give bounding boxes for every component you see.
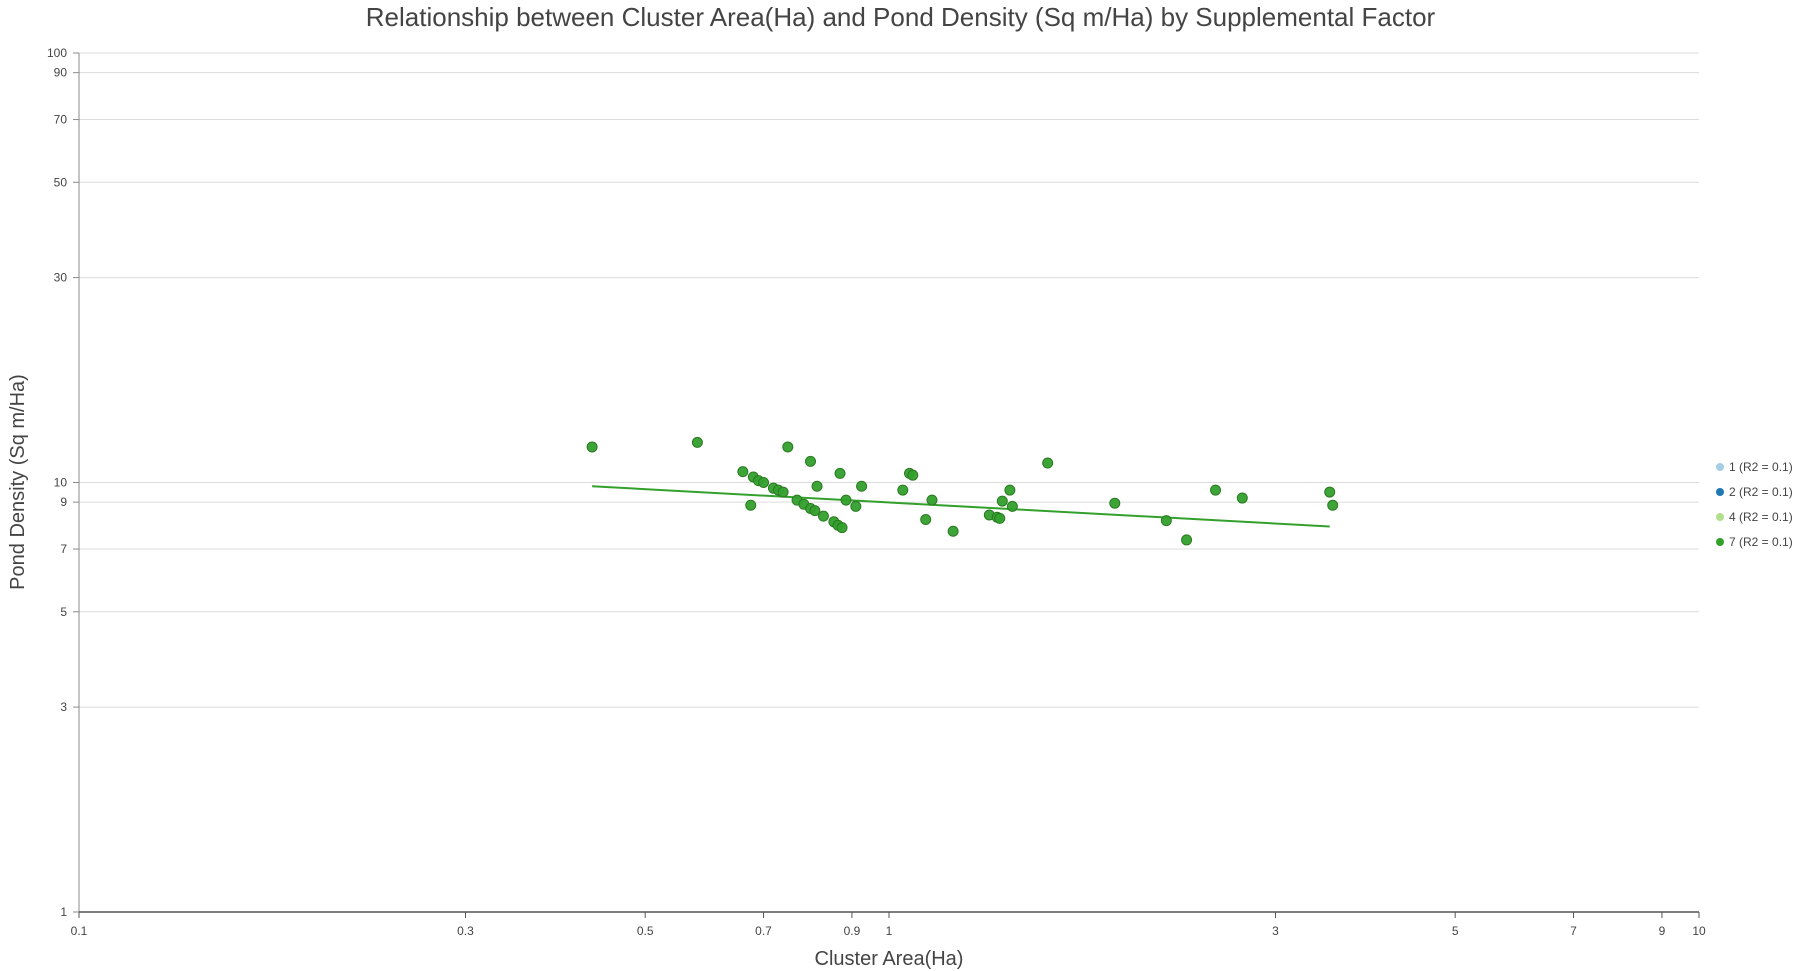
x-tick-label: 0.1	[71, 924, 88, 938]
data-point[interactable]	[834, 467, 846, 479]
data-point[interactable]	[897, 484, 909, 496]
x-tick-label: 1	[886, 924, 893, 938]
data-point[interactable]	[920, 514, 932, 526]
y-tick-label: 10	[54, 476, 68, 490]
data-point[interactable]	[811, 480, 823, 492]
chart-title: Relationship between Cluster Area(Ha) an…	[365, 2, 1436, 32]
data-point[interactable]	[1181, 534, 1193, 546]
data-point[interactable]	[1327, 499, 1339, 511]
data-point[interactable]	[817, 510, 829, 522]
y-tick-label: 9	[60, 495, 67, 509]
grid-lines	[79, 52, 1699, 708]
trendline-series-3	[592, 485, 1330, 528]
x-tick-label: 0.7	[755, 924, 772, 938]
data-point[interactable]	[809, 505, 821, 517]
legend-item[interactable]: 7 (R2 = 0.1)	[1716, 535, 1793, 549]
data-point[interactable]	[1210, 484, 1222, 496]
x-tick-label: 9	[1659, 924, 1666, 938]
legend-item[interactable]: 4 (R2 = 0.1)	[1716, 510, 1793, 524]
legend-label: 1 (R2 = 0.1)	[1729, 460, 1793, 474]
y-tick-label: 100	[47, 46, 67, 60]
data-point[interactable]	[737, 466, 749, 478]
data-point[interactable]	[850, 500, 862, 512]
data-point[interactable]	[777, 486, 789, 498]
legend: 1 (R2 = 0.1) 2 (R2 = 0.1) 4 (R2 = 0.1) 7 (R…	[1716, 460, 1793, 549]
legend-marker	[1716, 463, 1724, 471]
data-point[interactable]	[1004, 484, 1016, 496]
data-point[interactable]	[782, 441, 794, 453]
data-point[interactable]	[586, 441, 598, 453]
data-point[interactable]	[745, 499, 757, 511]
legend-marker	[1716, 538, 1724, 546]
data-point[interactable]	[1042, 457, 1054, 469]
data-point[interactable]	[994, 512, 1006, 524]
y-axis-ticks: 1 3 5 7 9 10 30 50 70 90 100	[47, 46, 79, 919]
data-point[interactable]	[926, 494, 938, 506]
x-tick-label: 10	[1692, 924, 1706, 938]
legend-marker	[1716, 488, 1724, 496]
data-point[interactable]	[1324, 486, 1336, 498]
y-tick-label: 70	[54, 113, 68, 127]
data-point[interactable]	[691, 436, 703, 448]
x-tick-label: 5	[1452, 924, 1459, 938]
data-point[interactable]	[840, 494, 852, 506]
data-point[interactable]	[947, 525, 959, 537]
data-point[interactable]	[996, 495, 1008, 507]
data-point[interactable]	[907, 469, 919, 481]
y-tick-label: 50	[54, 175, 68, 189]
y-tick-label: 90	[54, 66, 68, 80]
data-point[interactable]	[1109, 497, 1121, 509]
x-tick-label: 3	[1272, 924, 1279, 938]
x-tick-label: 0.9	[844, 924, 861, 938]
x-axis-title: Cluster Area(Ha)	[815, 948, 964, 970]
y-tick-label: 1	[60, 905, 67, 919]
data-points	[586, 436, 1339, 546]
y-tick-label: 7	[60, 542, 67, 556]
y-tick-label: 3	[60, 700, 67, 714]
data-point[interactable]	[1236, 492, 1248, 504]
data-point[interactable]	[836, 522, 848, 534]
x-tick-label: 0.3	[457, 924, 474, 938]
data-point[interactable]	[805, 455, 817, 467]
x-tick-label: 7	[1570, 924, 1577, 938]
y-axis-title: Pond Density (Sq m/Ha)	[7, 374, 29, 590]
data-point[interactable]	[1006, 500, 1018, 512]
legend-item[interactable]: 2 (R2 = 0.1)	[1716, 485, 1793, 499]
legend-item[interactable]: 1 (R2 = 0.1)	[1716, 460, 1793, 474]
x-axis-ticks: 0.1 0.3 0.5 0.7 0.9 1 3 5 7 9 10	[71, 912, 1706, 938]
legend-label: 7 (R2 = 0.1)	[1729, 535, 1793, 549]
data-point[interactable]	[1160, 515, 1172, 527]
data-point[interactable]	[856, 480, 868, 492]
legend-marker	[1716, 513, 1724, 521]
legend-label: 2 (R2 = 0.1)	[1729, 485, 1793, 499]
trendlines	[592, 485, 1330, 528]
data-point[interactable]	[758, 477, 770, 488]
x-tick-label: 0.5	[637, 924, 654, 938]
legend-label: 4 (R2 = 0.1)	[1729, 510, 1793, 524]
y-tick-label: 5	[60, 605, 67, 619]
y-tick-label: 30	[54, 271, 68, 285]
